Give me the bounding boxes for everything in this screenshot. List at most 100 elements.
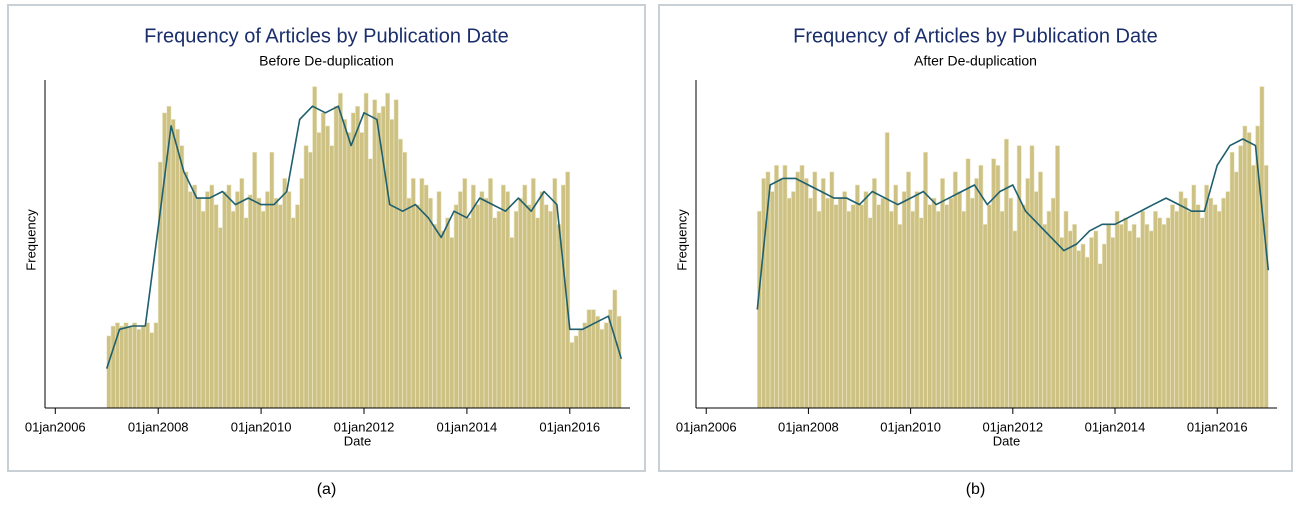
bar — [230, 210, 236, 409]
bar — [927, 204, 933, 409]
bar — [923, 151, 928, 409]
bar — [603, 322, 609, 409]
bar — [552, 178, 558, 409]
bar — [978, 164, 984, 409]
bar — [1259, 86, 1265, 409]
bar — [398, 138, 403, 409]
bar — [312, 86, 318, 409]
bar — [1012, 230, 1018, 409]
bar — [778, 178, 784, 409]
bar — [944, 204, 950, 409]
bar — [389, 119, 395, 409]
bar — [820, 178, 826, 409]
bar — [329, 145, 335, 409]
bar — [453, 204, 459, 409]
bar — [867, 217, 873, 409]
bar — [106, 335, 112, 409]
bar — [957, 191, 963, 409]
bar — [252, 151, 258, 409]
bar — [880, 197, 886, 409]
bar — [1195, 204, 1201, 409]
bar — [423, 184, 429, 409]
bar — [123, 322, 129, 409]
bar — [782, 164, 788, 409]
bar — [483, 197, 489, 409]
bar — [1123, 217, 1129, 409]
bar — [110, 325, 116, 409]
bar — [1063, 210, 1069, 409]
x-tick-label: 01jan2016 — [1187, 419, 1248, 434]
bar — [265, 191, 270, 409]
bar — [1038, 171, 1043, 409]
bar — [432, 224, 438, 409]
bar — [316, 132, 322, 409]
bar — [995, 164, 1001, 409]
bar — [1059, 237, 1065, 409]
bar — [235, 191, 240, 409]
bar — [367, 158, 373, 409]
bar — [282, 178, 288, 409]
bar — [200, 210, 206, 409]
bar — [217, 227, 223, 409]
bar — [1242, 125, 1248, 409]
bar — [385, 92, 391, 409]
bar — [940, 178, 946, 409]
bar — [526, 204, 532, 409]
bar — [859, 204, 865, 409]
bar — [196, 197, 202, 409]
bar — [808, 197, 813, 409]
bar — [786, 197, 792, 409]
bar — [1157, 217, 1163, 409]
bar — [1114, 210, 1120, 409]
bar — [871, 178, 877, 409]
bar — [475, 204, 481, 409]
bar — [299, 178, 305, 409]
bar — [1238, 145, 1244, 409]
bar — [192, 184, 198, 409]
y-axis-label: Frequency — [23, 209, 38, 271]
bar — [1204, 184, 1209, 409]
bar — [205, 191, 210, 409]
bar — [445, 217, 451, 409]
bar — [961, 210, 967, 409]
bar — [359, 132, 365, 409]
bar — [260, 210, 266, 409]
bar — [582, 322, 588, 409]
bar — [1229, 151, 1235, 409]
bar — [509, 237, 515, 409]
bar — [914, 191, 920, 409]
bar — [518, 197, 523, 409]
bar — [1221, 197, 1227, 409]
bar — [931, 197, 937, 409]
x-tick-label: 01jan2008 — [128, 419, 189, 434]
bar — [1187, 210, 1192, 409]
bar — [239, 178, 245, 409]
bar — [863, 191, 869, 409]
bar — [1208, 197, 1214, 409]
bar — [1182, 197, 1188, 409]
bar — [1216, 210, 1222, 409]
bar — [535, 217, 541, 409]
x-tick-label: 01jan2014 — [437, 419, 498, 434]
bar — [127, 325, 133, 409]
bar — [1050, 197, 1056, 409]
bar — [999, 210, 1005, 409]
bar — [209, 184, 215, 409]
bar — [1191, 184, 1197, 409]
bar — [1212, 204, 1218, 409]
bar — [982, 224, 988, 409]
bar — [1072, 224, 1077, 409]
x-tick-label: 01jan2010 — [880, 419, 941, 434]
bar — [479, 191, 485, 409]
bar — [812, 171, 818, 409]
chart-title: Frequency of Articles by Publication Dat… — [793, 25, 1158, 47]
bar — [256, 197, 262, 409]
bar — [415, 204, 421, 409]
bar — [910, 210, 916, 409]
bar — [1178, 191, 1184, 409]
bar — [1106, 224, 1112, 409]
bar — [893, 184, 899, 409]
x-tick-label: 01jan2008 — [778, 419, 839, 434]
x-tick-label: 01jan2006 — [25, 419, 86, 434]
